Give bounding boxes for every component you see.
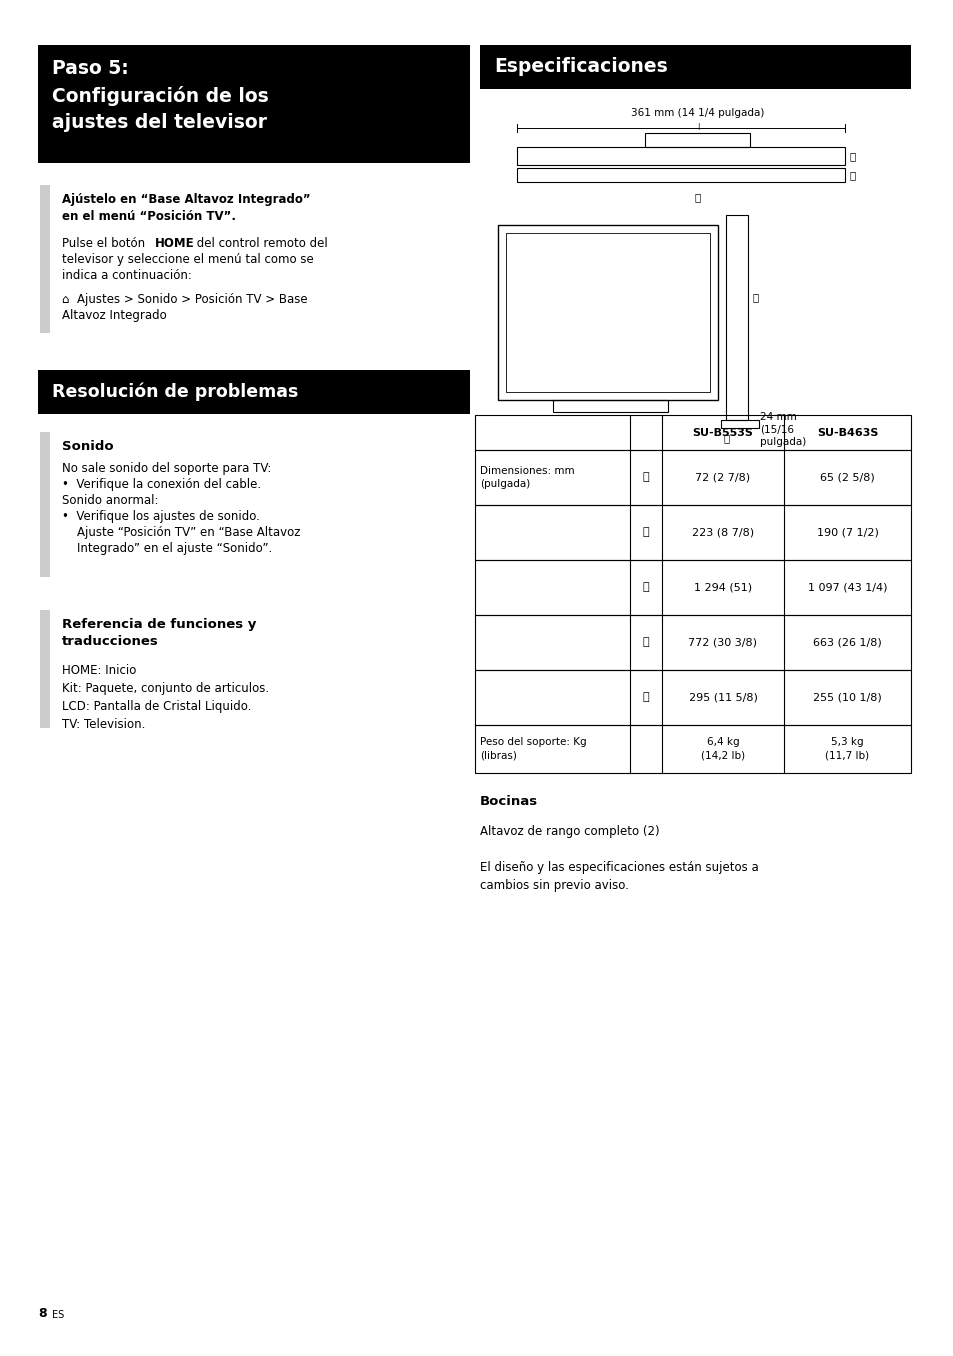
Text: 72 (2 7/8): 72 (2 7/8) [695, 472, 750, 483]
Text: Bocinas: Bocinas [479, 795, 537, 808]
Text: 5,3 kg
(11,7 lb): 5,3 kg (11,7 lb) [824, 738, 868, 761]
Text: Sonido: Sonido [62, 439, 113, 453]
Text: Ⓓ: Ⓓ [752, 292, 759, 302]
Text: Ajústelo en “Base Altavoz Integrado”
en el menú “Posición TV”.: Ajústelo en “Base Altavoz Integrado” en … [62, 193, 311, 224]
Text: ⌂  Ajustes > Sonido > Posición TV > Base: ⌂ Ajustes > Sonido > Posición TV > Base [62, 293, 307, 306]
Text: Altavoz de rango completo (2): Altavoz de rango completo (2) [479, 824, 659, 838]
Text: Sonido anormal:: Sonido anormal: [62, 494, 158, 507]
Text: indica a continuación:: indica a continuación: [62, 268, 192, 282]
Text: Peso del soporte: Kg
(libras): Peso del soporte: Kg (libras) [479, 738, 586, 761]
Text: 1 097 (43 1/4): 1 097 (43 1/4) [807, 583, 886, 593]
Text: 6,4 kg
(14,2 lb): 6,4 kg (14,2 lb) [700, 738, 744, 761]
Text: Altavoz Integrado: Altavoz Integrado [62, 309, 167, 321]
Text: Resolución de problemas: Resolución de problemas [52, 382, 298, 401]
Text: 24 mm
(15/16
pulgada): 24 mm (15/16 pulgada) [760, 412, 805, 446]
Text: El diseño y las especificaciones están sujetos a
cambios sin previo aviso.: El diseño y las especificaciones están s… [479, 861, 758, 892]
Text: ES: ES [52, 1310, 64, 1319]
Text: Referencia de funciones y
traducciones: Referencia de funciones y traducciones [62, 618, 256, 648]
Text: 190 (7 1/2): 190 (7 1/2) [816, 527, 878, 537]
Text: Ⓔ: Ⓔ [642, 693, 649, 702]
Text: del control remoto del: del control remoto del [193, 237, 328, 250]
FancyBboxPatch shape [38, 45, 470, 163]
Text: |: | [696, 122, 699, 130]
Text: HOME: Inicio
Kit: Paquete, conjunto de articulos.
LCD: Pantalla de Cristal Liqui: HOME: Inicio Kit: Paquete, conjunto de a… [62, 664, 269, 731]
FancyBboxPatch shape [40, 184, 50, 334]
Text: HOME: HOME [154, 237, 194, 250]
Text: Ⓐ: Ⓐ [849, 151, 856, 161]
Text: Ⓔ: Ⓔ [723, 433, 729, 443]
Text: Ⓑ: Ⓑ [849, 170, 856, 180]
Text: Ajuste “Posición TV” en “Base Altavoz: Ajuste “Posición TV” en “Base Altavoz [62, 526, 300, 538]
Text: 255 (10 1/8): 255 (10 1/8) [812, 693, 881, 702]
Text: 663 (26 1/8): 663 (26 1/8) [812, 637, 881, 648]
Text: •  Verifique la conexión del cable.: • Verifique la conexión del cable. [62, 479, 261, 491]
FancyBboxPatch shape [479, 45, 910, 89]
Text: 295 (11 5/8): 295 (11 5/8) [688, 693, 757, 702]
Text: •  Verifique los ajustes de sonido.: • Verifique los ajustes de sonido. [62, 510, 259, 523]
Text: televisor y seleccione el menú tal como se: televisor y seleccione el menú tal como … [62, 254, 314, 266]
Text: Ⓒ: Ⓒ [642, 583, 649, 593]
Text: 65 (2 5/8): 65 (2 5/8) [820, 472, 874, 483]
Text: Pulse el botón: Pulse el botón [62, 237, 149, 250]
Text: 8: 8 [38, 1307, 47, 1319]
FancyBboxPatch shape [40, 433, 50, 578]
Text: 361 mm (14 1/4 pulgada): 361 mm (14 1/4 pulgada) [631, 108, 764, 118]
Text: Especificaciones: Especificaciones [494, 57, 667, 76]
FancyBboxPatch shape [38, 370, 470, 414]
Text: 772 (30 3/8): 772 (30 3/8) [688, 637, 757, 648]
Text: No sale sonido del soporte para TV:: No sale sonido del soporte para TV: [62, 462, 271, 475]
Text: 1 294 (51): 1 294 (51) [693, 583, 751, 593]
Text: Ⓑ: Ⓑ [642, 527, 649, 537]
Text: Ⓓ: Ⓓ [642, 637, 649, 648]
Text: SU-B463S: SU-B463S [816, 427, 878, 438]
Text: Paso 5:
Configuración de los
ajustes del televisor: Paso 5: Configuración de los ajustes del… [52, 60, 269, 133]
Text: Dimensiones: mm
(pulgada): Dimensiones: mm (pulgada) [479, 466, 574, 490]
Text: 223 (8 7/8): 223 (8 7/8) [691, 527, 753, 537]
Text: Integrado” en el ajuste “Sonido”.: Integrado” en el ajuste “Sonido”. [62, 542, 272, 555]
Text: Ⓒ: Ⓒ [694, 193, 700, 202]
Text: Ⓐ: Ⓐ [642, 472, 649, 483]
Text: SU-B553S: SU-B553S [692, 427, 753, 438]
FancyBboxPatch shape [40, 610, 50, 728]
